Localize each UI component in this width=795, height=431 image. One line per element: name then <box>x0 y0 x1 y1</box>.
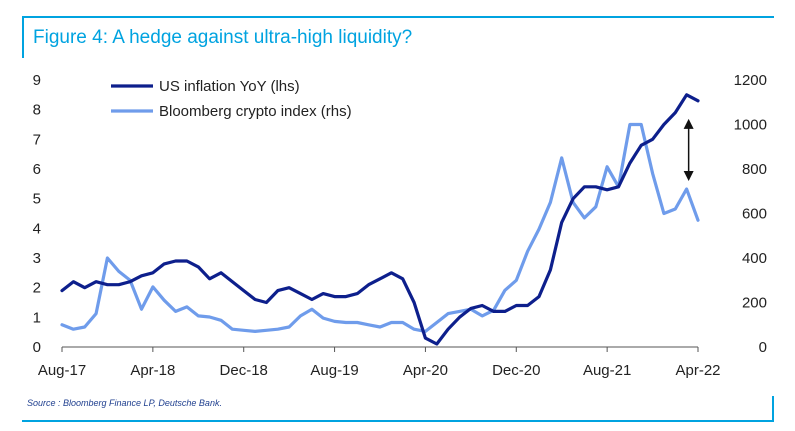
x-tick-label: Apr-18 <box>130 362 175 379</box>
chart-title: Figure 4: A hedge against ultra-high liq… <box>33 27 413 48</box>
left-tick-label: 5 <box>33 191 41 208</box>
right-tick-label: 0 <box>759 339 767 356</box>
frame-right-border <box>772 396 774 422</box>
left-tick-label: 3 <box>33 250 41 267</box>
left-tick-label: 2 <box>33 280 41 297</box>
inflation-series-line <box>60 93 700 346</box>
x-axis-ticks: Aug-17 Apr-18 Dec-18 Aug-19 Apr-20 Dec-20 Aug-… <box>38 347 721 379</box>
frame-bottom-border <box>22 420 774 422</box>
x-tick-label: Apr-22 <box>675 362 720 379</box>
left-axis-ticks: 0 1 2 3 4 5 6 7 8 9 <box>33 72 41 356</box>
legend-item-crypto-label: Bloomberg crypto index (rhs) <box>159 103 352 120</box>
frame-left-border <box>22 16 24 58</box>
crypto-series-line <box>60 122 700 333</box>
right-tick-label: 1000 <box>734 117 767 134</box>
left-tick-label: 4 <box>33 220 41 237</box>
x-tick-label: Apr-20 <box>403 362 448 379</box>
left-tick-label: 7 <box>33 131 41 148</box>
source-note: Source : Bloomberg Finance LP, Deutsche … <box>27 398 222 408</box>
right-tick-label: 400 <box>742 250 767 267</box>
left-tick-label: 1 <box>33 309 41 326</box>
gap-annotation <box>683 118 694 182</box>
right-tick-label: 1200 <box>734 72 767 89</box>
left-tick-label: 8 <box>33 102 41 119</box>
x-tick-label: Dec-18 <box>220 362 268 379</box>
right-tick-label: 200 <box>742 295 767 312</box>
x-tick-label: Aug-21 <box>583 362 631 379</box>
right-axis-ticks: 0 200 400 600 800 1000 1200 <box>734 72 767 356</box>
x-tick-label: Aug-17 <box>38 362 86 379</box>
arrow-head-up <box>683 118 694 129</box>
series-lines <box>60 93 700 346</box>
right-tick-label: 800 <box>742 161 767 178</box>
arrow-head-down <box>683 171 694 182</box>
right-tick-label: 600 <box>742 206 767 223</box>
legend: US inflation YoY (lhs) Bloomberg crypto i… <box>111 78 352 120</box>
legend-item-inflation-label: US inflation YoY (lhs) <box>159 78 300 95</box>
left-tick-label: 6 <box>33 161 41 178</box>
x-tick-label: Aug-19 <box>310 362 358 379</box>
frame-top-border <box>22 16 774 18</box>
left-tick-label: 0 <box>33 339 41 356</box>
left-tick-label: 9 <box>33 72 41 89</box>
x-tick-label: Dec-20 <box>492 362 540 379</box>
